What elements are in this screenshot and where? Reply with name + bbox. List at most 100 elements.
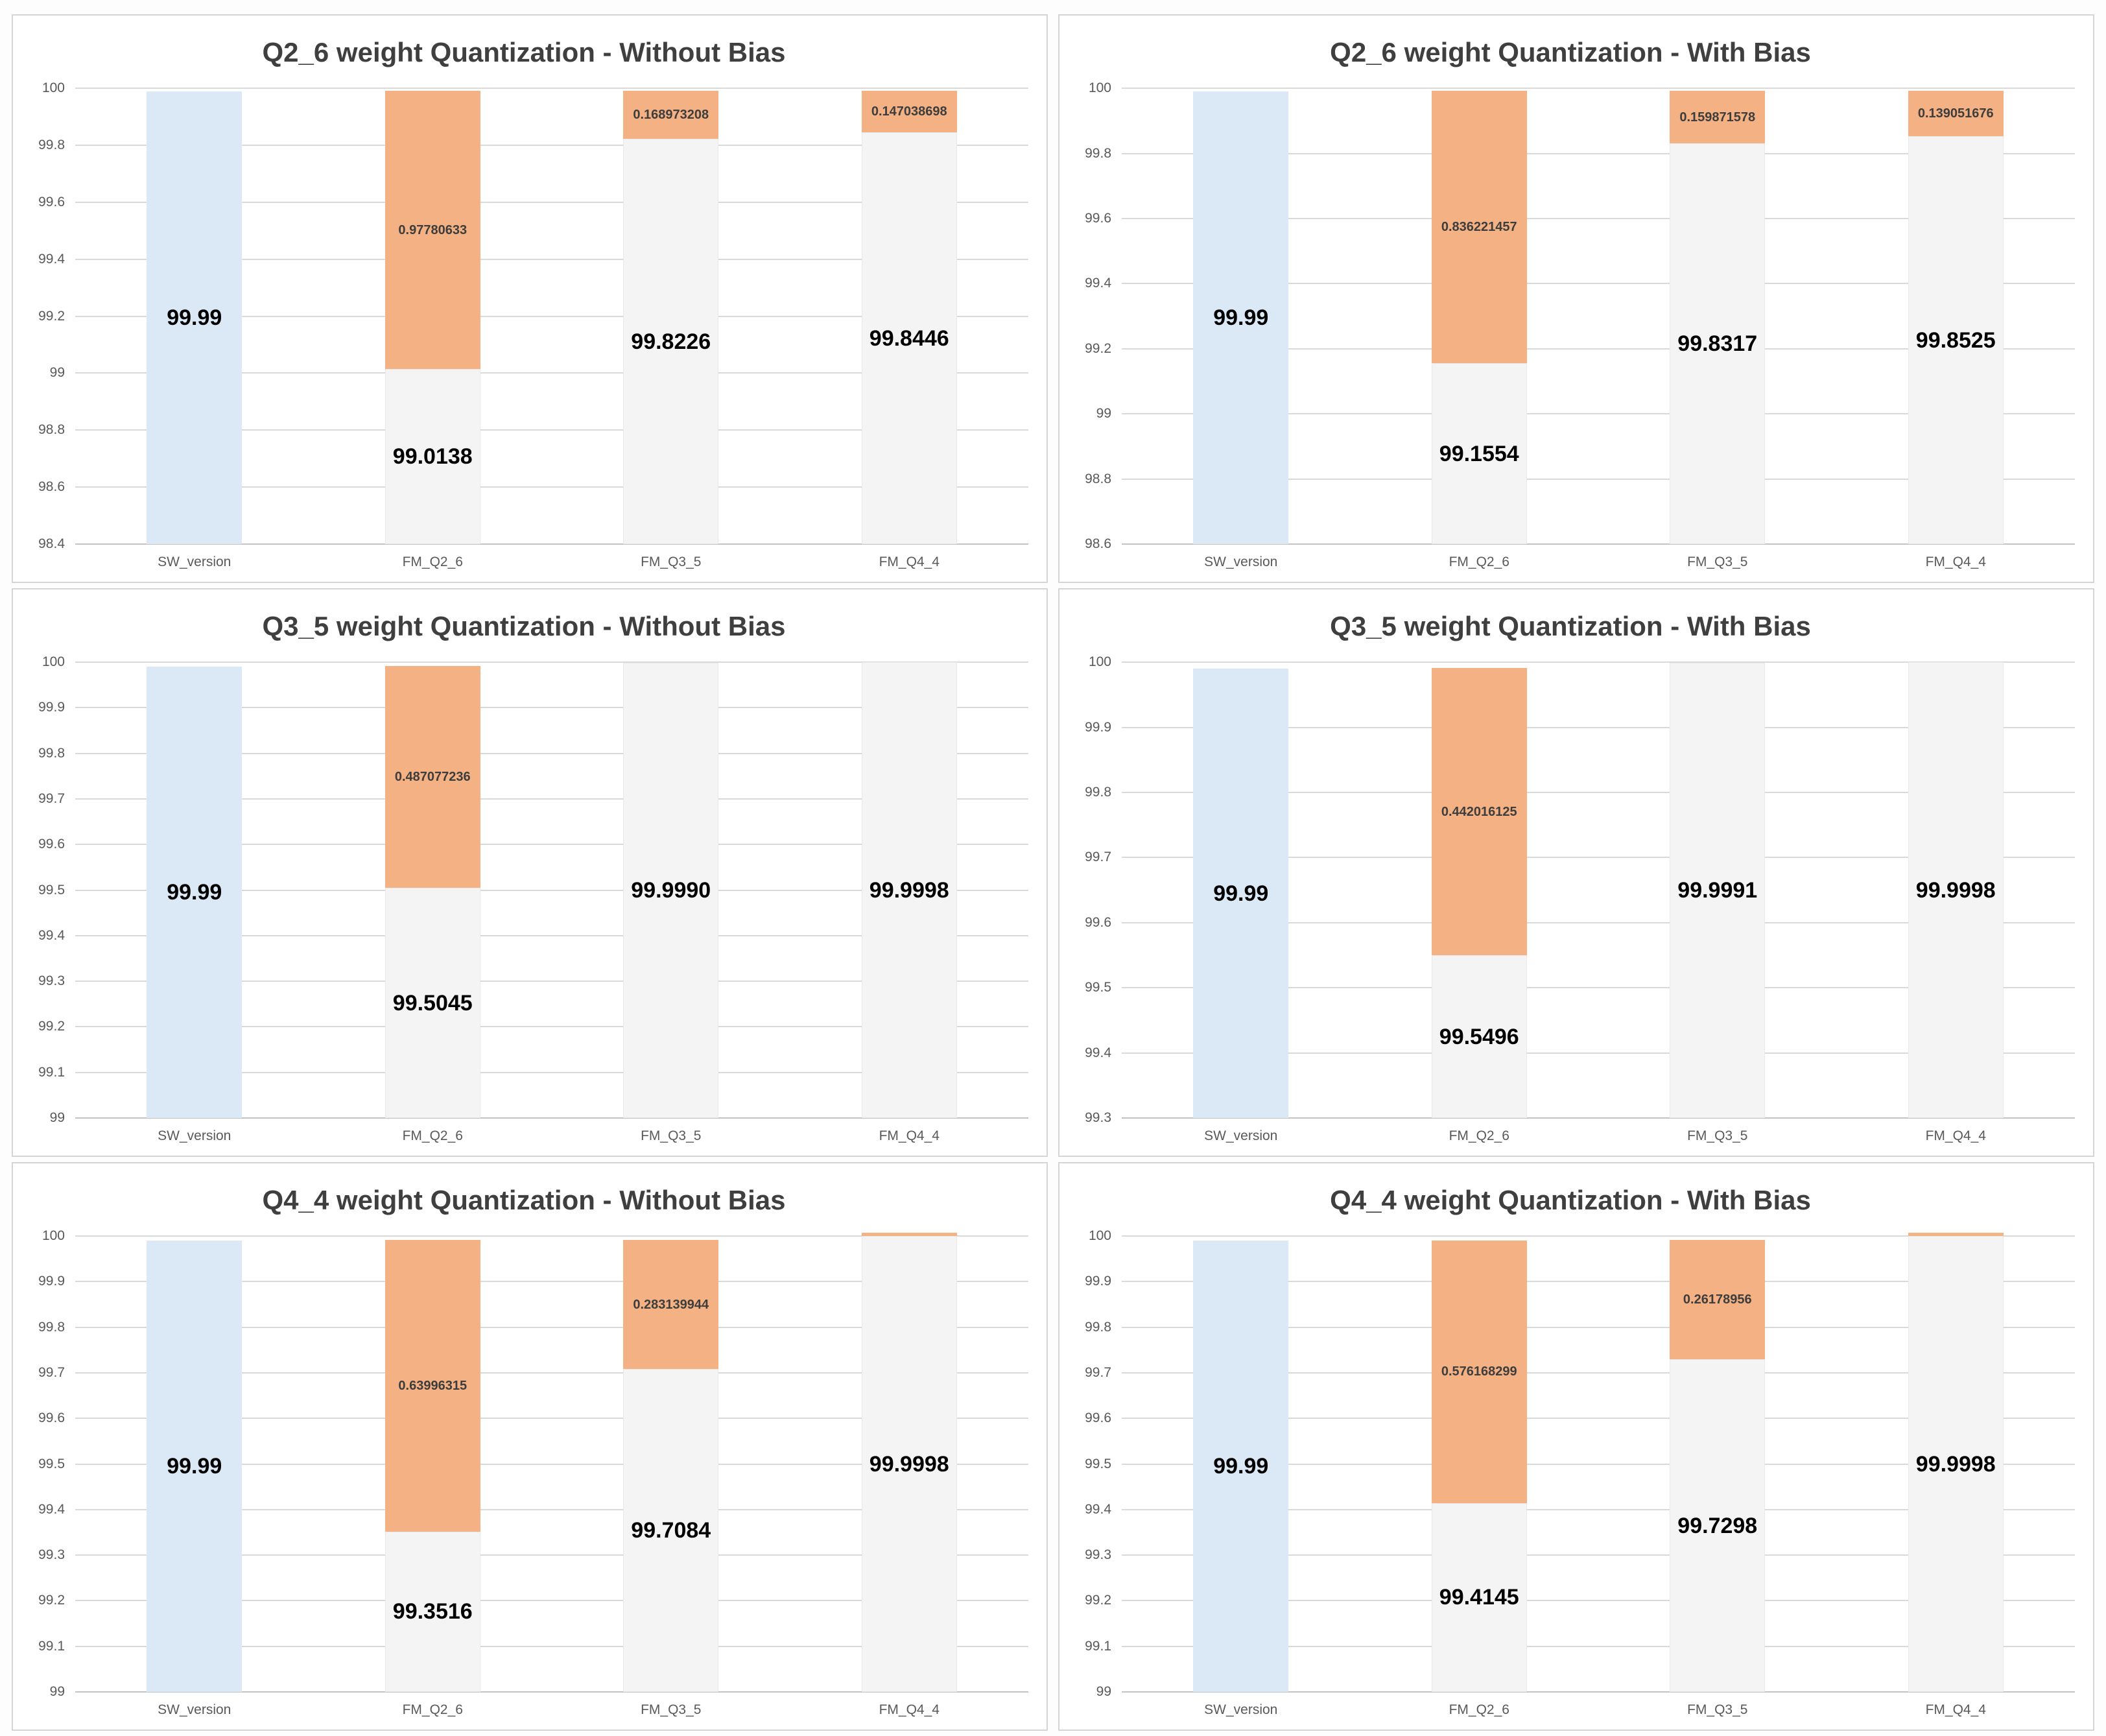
bar-FM_Q3_5: 0.283139944 99.7084	[552, 1236, 790, 1692]
base-bar-segment	[1908, 1236, 2004, 1692]
delta-bar-segment	[1670, 91, 1766, 143]
sw-version-bar-segment	[1193, 91, 1289, 544]
base-value-label: 99.3516	[392, 1599, 473, 1624]
chart-q4_4-with-bias: Q4_4 weight Quantization - With Bias 100…	[1058, 1162, 2094, 1731]
delta-value-label: 0.147038698	[871, 104, 947, 119]
y-tick-label: 99.4	[1085, 1045, 1111, 1060]
y-tick-label: 99	[1096, 406, 1111, 422]
x-category-label: FM_Q4_4	[1925, 554, 1986, 569]
delta-value-label: 0.283139944	[633, 1297, 709, 1312]
gridline	[1122, 1117, 2075, 1119]
chart-body: 100 99.9 99.8 99.7 99.6 99.5 99.4 99.3 99.2 99.1 9…	[19, 1228, 1028, 1699]
bar-SW_version: 99.99	[1122, 88, 1360, 544]
gridline	[1122, 218, 2075, 219]
y-tick-label: 98.4	[38, 536, 65, 551]
y-tick-label: 99.8	[38, 745, 65, 761]
x-category-label: FM_Q3_5	[1687, 1702, 1748, 1717]
delta-bar-segment	[861, 90, 957, 133]
gridline	[75, 1281, 1028, 1283]
gridline	[75, 543, 1028, 545]
base-value-label: 99.9991	[1677, 878, 1758, 903]
x-category-label: FM_Q4_4	[879, 1128, 940, 1143]
x-category-label: SW_version	[158, 1702, 231, 1717]
y-tick-label: 99.3	[38, 1547, 65, 1563]
bar-FM_Q4_4: 99.9998	[790, 662, 1029, 1118]
y-tick-label: 99.7	[1085, 1365, 1111, 1381]
gridline	[1122, 543, 2075, 545]
delta-bar-segment	[1431, 1240, 1527, 1503]
gridline	[75, 1235, 1028, 1237]
base-bar-segment	[623, 1369, 719, 1692]
base-bar-segment	[1431, 955, 1527, 1118]
gridline	[1122, 922, 2075, 923]
gridline	[1122, 661, 2075, 663]
chart-title: Q2_6 weight Quantization - With Bias	[1330, 37, 1811, 67]
chart-body: 100 99.8 99.6 99.4 99.2 99 98.8 98.6 98.4 99.99 0…	[19, 80, 1028, 551]
base-bar-segment	[623, 662, 719, 1118]
delta-value-label: 0.63996315	[398, 1379, 467, 1394]
gridline	[75, 1645, 1028, 1647]
base-value-label: 99.9998	[1915, 877, 1996, 903]
y-tick-label: 99.7	[1085, 850, 1111, 865]
gridline	[75, 88, 1028, 89]
y-tick-label: 100	[1088, 1228, 1111, 1244]
delta-bar-segment	[385, 666, 480, 888]
gridline	[75, 981, 1028, 982]
delta-bar-segment	[385, 1240, 480, 1532]
gridline	[1122, 413, 2075, 415]
y-tick-label: 99.9	[38, 1274, 65, 1289]
delta-bar-segment	[1670, 1240, 1766, 1360]
gridline	[1122, 283, 2075, 285]
delta-bar-sliver	[1908, 1233, 2004, 1237]
y-tick-label: 99.4	[38, 251, 65, 267]
delta-bar-segment	[1908, 91, 2004, 137]
bar-FM_Q3_5: 0.26178956 99.7298	[1598, 1236, 1837, 1692]
gridline	[75, 1463, 1028, 1465]
y-tick-label: 100	[41, 80, 65, 96]
delta-value-label: 0.442016125	[1441, 804, 1517, 819]
delta-value-label: 0.487077236	[394, 770, 471, 785]
y-tick-label: 99.8	[1085, 145, 1111, 161]
bar-SW_version: 99.99	[75, 1236, 314, 1692]
chart-title: Q2_6 weight Quantization - Without Bias	[262, 37, 786, 67]
base-value-label: 99.99	[167, 880, 222, 905]
gridline	[1122, 1418, 2075, 1420]
x-category-label: FM_Q4_4	[879, 554, 940, 569]
plot-area: 99.99 0.97780633 99.0138 0.168973208 99.8226…	[75, 88, 1028, 545]
gridline	[1122, 1508, 2075, 1510]
plot-area: 99.99 0.487077236 99.5045 99.9990 99.9998	[75, 661, 1029, 1119]
bar-FM_Q4_4: 0.139051676 99.8525	[1837, 88, 2076, 544]
base-value-label: 99.7298	[1677, 1513, 1758, 1538]
gridline	[1122, 1281, 2075, 1283]
base-value-label: 99.0138	[392, 444, 473, 470]
chart-body: 100 99.8 99.6 99.4 99.2 99 98.8 98.6 99.99 0.836…	[1066, 80, 2076, 551]
gridline	[75, 486, 1028, 488]
gridline	[1122, 1372, 2075, 1374]
base-value-label: 99.8446	[869, 326, 949, 351]
base-bar-segment	[1670, 663, 1766, 1118]
y-tick-label: 99.9	[1085, 1274, 1111, 1289]
gridline	[75, 1600, 1028, 1602]
chart-body: 100 99.9 99.8 99.7 99.6 99.5 99.4 99.3 99.99 0.4…	[1066, 654, 2075, 1125]
y-tick-label: 99.4	[38, 1501, 65, 1517]
bar-FM_Q3_5: 99.9991	[1598, 662, 1837, 1118]
gridline	[1122, 348, 2075, 350]
gridline	[75, 1691, 1028, 1693]
gridline	[75, 752, 1028, 754]
y-tick-label: 99.5	[1085, 1456, 1111, 1471]
base-value-label: 99.7084	[631, 1518, 711, 1543]
base-value-label: 99.99	[1213, 881, 1269, 906]
x-axis: SW_version FM_Q2_6 FM_Q3_5 FM_Q4_4	[75, 1118, 1028, 1148]
base-value-label: 99.99	[1213, 1454, 1269, 1479]
chart-q3_5-without-bias: Q3_5 weight Quantization - Without Bias …	[12, 588, 1048, 1157]
y-tick-label: 100	[1088, 80, 1111, 96]
y-tick-label: 99	[1096, 1684, 1111, 1699]
gridline	[1122, 987, 2075, 989]
y-tick-label: 99.5	[38, 882, 65, 898]
plot-area: 99.99 0.836221457 99.1554 0.159871578 99.831…	[1122, 88, 2076, 545]
bar-SW_version: 99.99	[1122, 1236, 1360, 1692]
base-bar-segment	[861, 1236, 957, 1692]
x-category-label: FM_Q4_4	[879, 1702, 940, 1717]
delta-bar-segment	[1431, 91, 1527, 364]
